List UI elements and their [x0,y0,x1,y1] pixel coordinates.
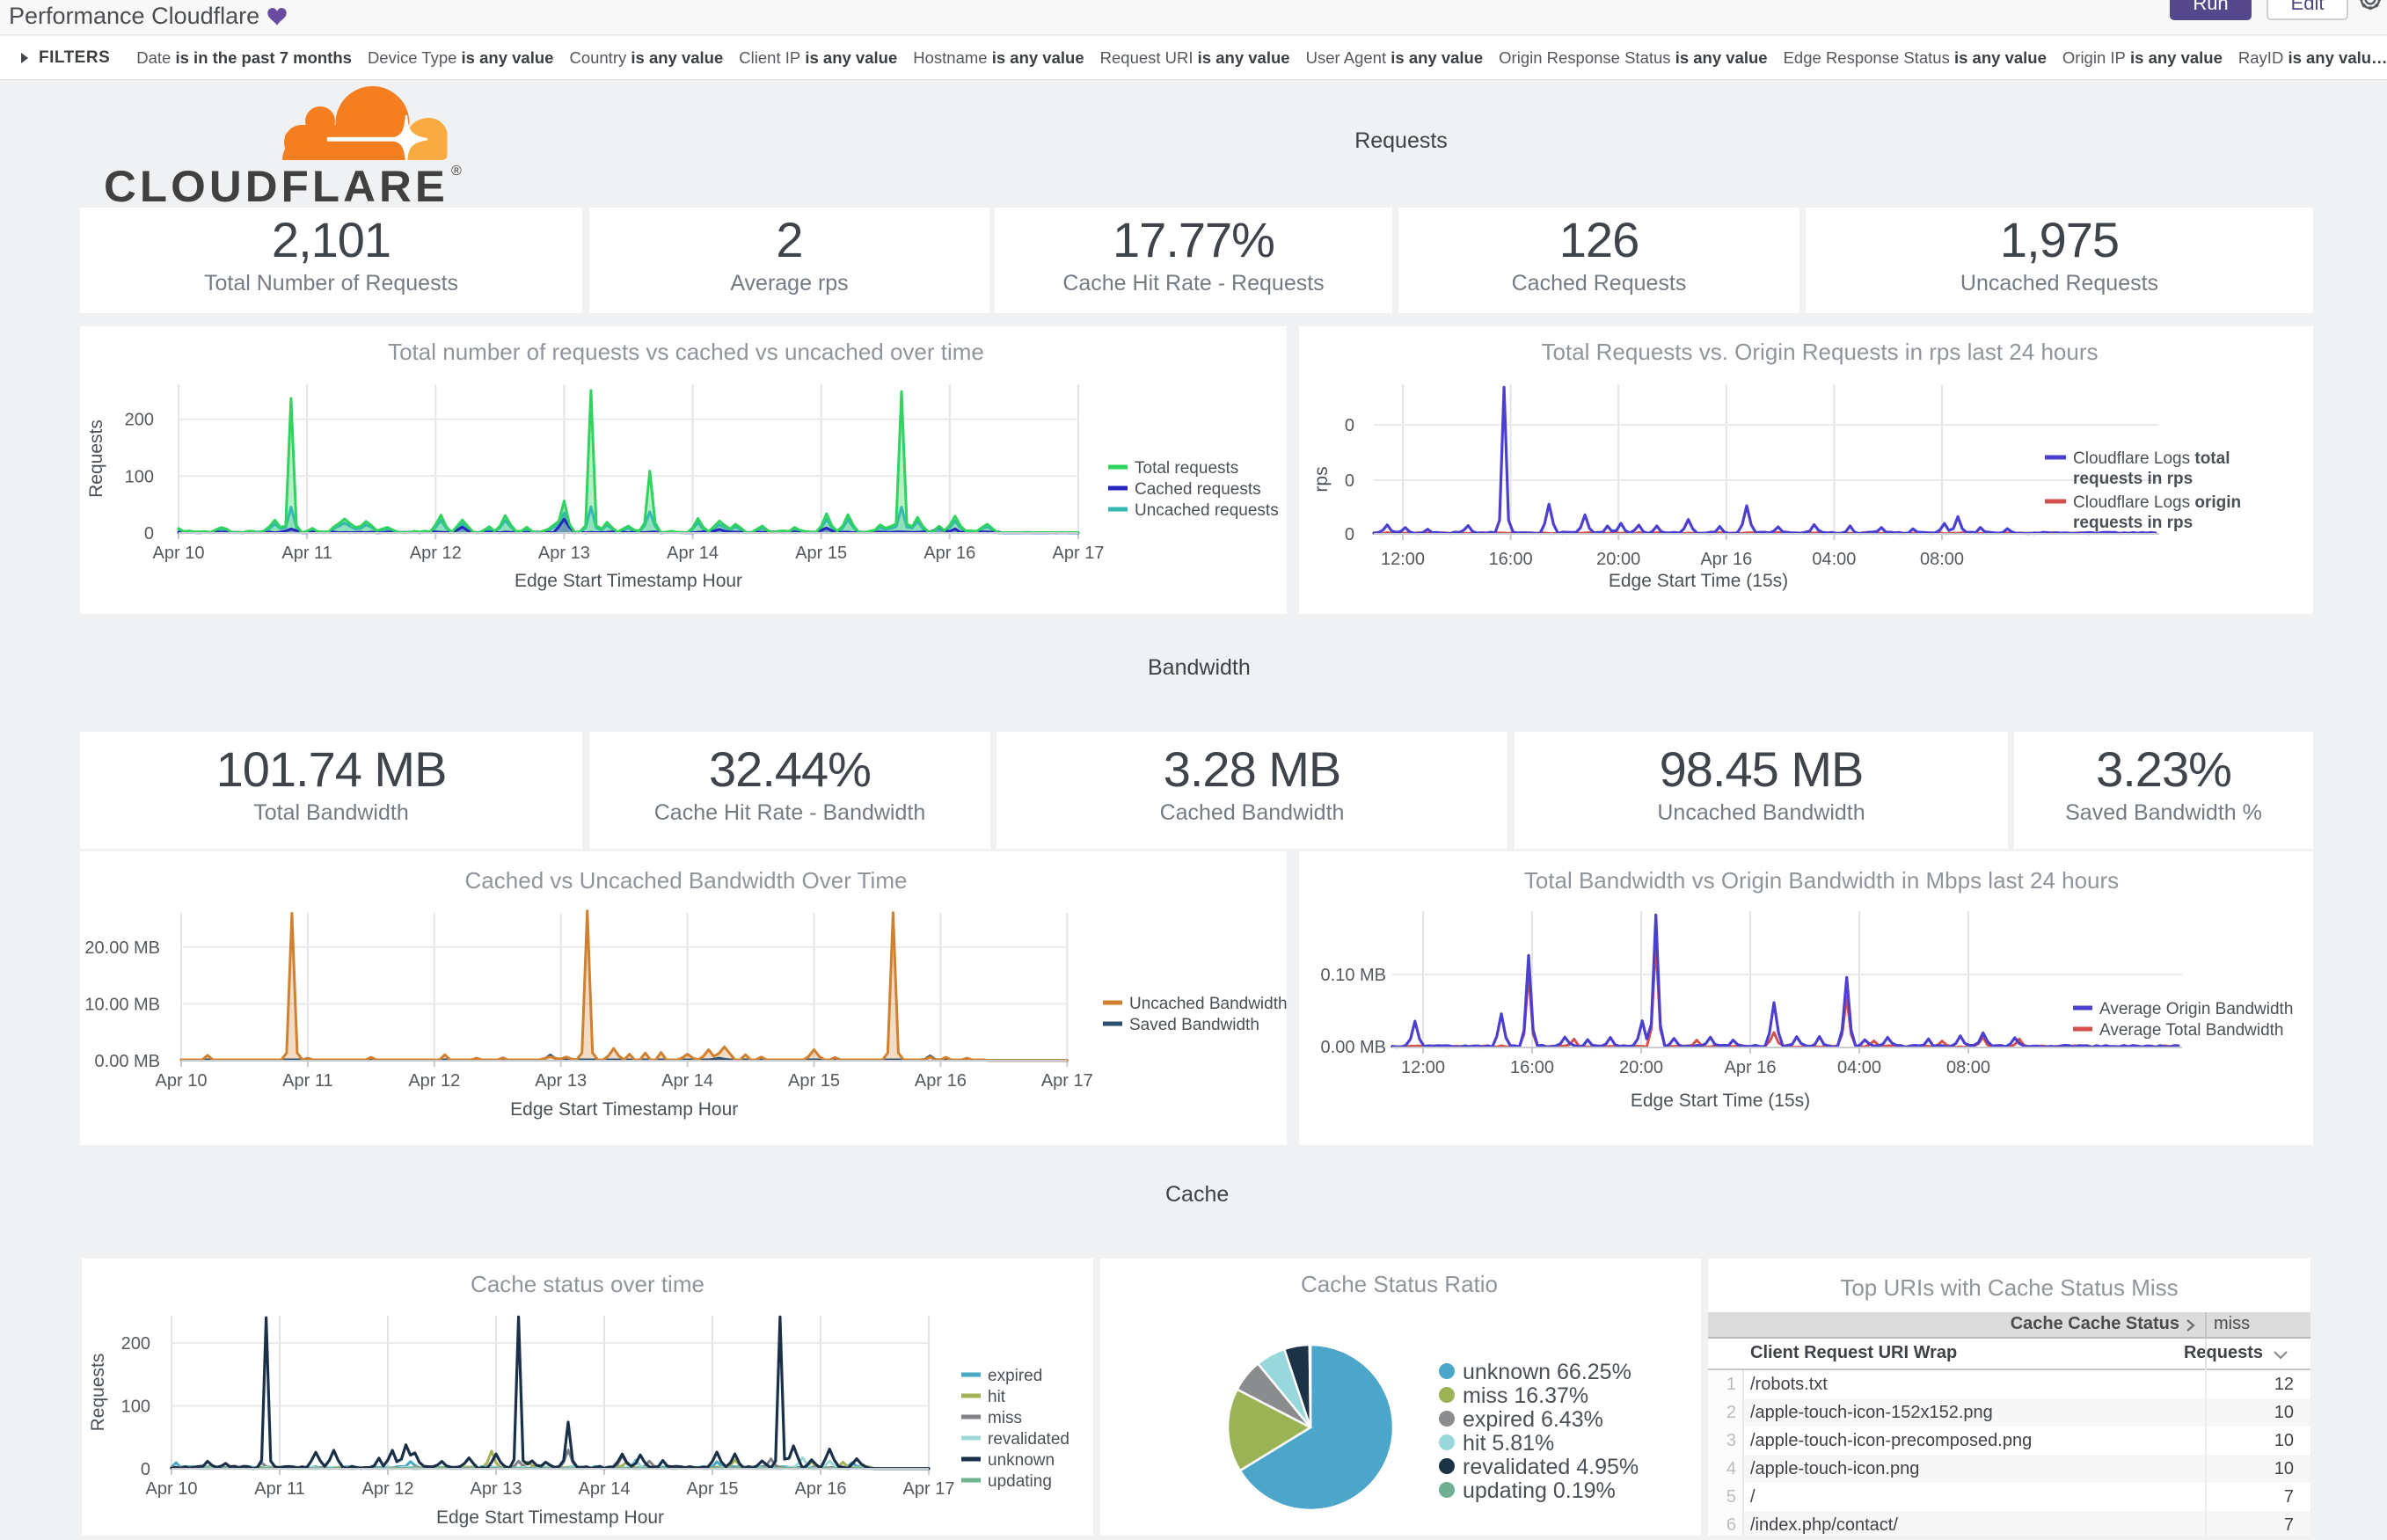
svg-text:Cached vs Uncached Bandwidth O: Cached vs Uncached Bandwidth Over Time [465,867,908,894]
svg-text:08:00: 08:00 [1946,1058,1990,1077]
svg-text:Average Origin Bandwidth: Average Origin Bandwidth [2099,1000,2293,1018]
svg-text:updating 0.19%: updating 0.19% [1463,1478,1616,1503]
svg-text:0.10 MB: 0.10 MB [1321,966,1386,985]
svg-text:expired 6.43%: expired 6.43% [1463,1407,1603,1432]
svg-text:Apr 10: Apr 10 [153,544,205,563]
svg-text:Apr 16: Apr 16 [923,544,975,563]
svg-text:Apr 15: Apr 15 [687,1479,739,1499]
svg-text:200: 200 [125,411,154,430]
svg-text:Uncached Bandwidth: Uncached Bandwidth [1129,995,1287,1013]
svg-text:16:00: 16:00 [1510,1058,1554,1077]
svg-text:Apr 13: Apr 13 [471,1479,522,1499]
svg-text:Apr 12: Apr 12 [408,1071,460,1091]
svg-text:revalidated: revalidated [988,1430,1069,1449]
svg-text:hit: hit [988,1388,1006,1406]
svg-text:Apr 12: Apr 12 [410,544,462,563]
svg-text:Average Total Bandwidth: Average Total Bandwidth [2099,1021,2284,1040]
svg-text:Apr 10: Apr 10 [146,1479,198,1499]
svg-text:12:00: 12:00 [1381,550,1425,569]
svg-text:12:00: 12:00 [1401,1058,1445,1077]
svg-text:Cloudflare Logs origin: Cloudflare Logs origin [2073,493,2241,512]
svg-text:expired: expired [988,1367,1042,1385]
svg-text:Edge Start Time (15s): Edge Start Time (15s) [1631,1091,1810,1111]
svg-text:rps: rps [1311,466,1332,492]
svg-text:unknown: unknown [988,1451,1055,1470]
svg-text:08:00: 08:00 [1920,550,1964,569]
svg-text:Cache status over time: Cache status over time [471,1271,704,1297]
svg-text:Apr 17: Apr 17 [903,1479,955,1499]
svg-text:miss 16.37%: miss 16.37% [1463,1383,1588,1408]
svg-text:Apr 11: Apr 11 [254,1479,304,1499]
svg-text:Edge Start Time (15s): Edge Start Time (15s) [1609,571,1788,591]
svg-text:Cloudflare Logs total: Cloudflare Logs total [2073,449,2230,468]
svg-text:Apr 16: Apr 16 [795,1479,847,1499]
svg-text:Requests: Requests [86,420,106,498]
svg-text:Apr 16: Apr 16 [915,1071,967,1091]
svg-text:0: 0 [141,1460,150,1479]
svg-text:Apr 17: Apr 17 [1053,544,1105,563]
svg-text:Total Bandwidth vs Origin Band: Total Bandwidth vs Origin Bandwidth in M… [1524,867,2119,894]
svg-text:20:00: 20:00 [1619,1058,1663,1077]
svg-text:Edge Start Timestamp Hour: Edge Start Timestamp Hour [515,571,742,591]
svg-text:Apr 17: Apr 17 [1041,1071,1093,1091]
svg-text:20:00: 20:00 [1596,550,1640,569]
svg-text:Apr 13: Apr 13 [538,544,590,563]
svg-text:Requests: Requests [88,1354,108,1432]
svg-text:0: 0 [1345,416,1354,435]
svg-text:Cache Status Ratio: Cache Status Ratio [1301,1271,1498,1297]
svg-text:CLOUDFLARE: CLOUDFLARE [104,162,449,204]
svg-text:Apr 10: Apr 10 [156,1071,208,1091]
svg-text:®: ® [451,164,462,179]
svg-text:10.00 MB: 10.00 MB [84,995,160,1014]
svg-text:unknown 66.25%: unknown 66.25% [1463,1360,1631,1384]
svg-text:hit 5.81%: hit 5.81% [1463,1431,1554,1456]
svg-text:0.00 MB: 0.00 MB [1321,1038,1386,1057]
svg-text:Apr 14: Apr 14 [661,1071,713,1091]
svg-text:100: 100 [125,467,154,486]
svg-text:Apr 15: Apr 15 [788,1071,840,1091]
svg-text:Apr 14: Apr 14 [579,1479,631,1499]
svg-text:0: 0 [1345,471,1354,491]
svg-text:16:00: 16:00 [1489,550,1533,569]
svg-text:Apr 15: Apr 15 [795,544,847,563]
svg-text:Apr 11: Apr 11 [281,544,332,563]
svg-text:Total Requests vs. Origin Requ: Total Requests vs. Origin Requests in rp… [1542,339,2099,365]
svg-text:0: 0 [1345,525,1354,544]
svg-text:requests in rps: requests in rps [2073,470,2193,488]
svg-text:04:00: 04:00 [1837,1058,1881,1077]
svg-text:Cached requests: Cached requests [1135,480,1261,499]
svg-text:0.00 MB: 0.00 MB [95,1052,160,1071]
svg-text:200: 200 [121,1334,150,1354]
svg-text:Apr 12: Apr 12 [362,1479,414,1499]
svg-text:Apr 14: Apr 14 [667,544,719,563]
svg-text:Total number of requests vs ca: Total number of requests vs cached vs un… [388,339,984,365]
svg-text:0: 0 [144,524,154,544]
svg-text:Edge Start Timestamp Hour: Edge Start Timestamp Hour [510,1099,738,1120]
svg-text:Uncached requests: Uncached requests [1135,501,1279,520]
svg-text:Edge Start Timestamp Hour: Edge Start Timestamp Hour [436,1507,664,1528]
svg-text:Total requests: Total requests [1135,459,1238,478]
svg-text:Apr 16: Apr 16 [1700,550,1752,569]
svg-text:requests in rps: requests in rps [2073,514,2193,532]
svg-text:100: 100 [121,1398,150,1417]
svg-text:Apr 11: Apr 11 [282,1071,332,1091]
svg-text:miss: miss [988,1409,1022,1427]
svg-text:Apr 16: Apr 16 [1725,1058,1777,1077]
svg-text:revalidated 4.95%: revalidated 4.95% [1463,1455,1639,1479]
svg-text:Apr 13: Apr 13 [535,1071,587,1091]
svg-text:04:00: 04:00 [1812,550,1856,569]
svg-text:20.00 MB: 20.00 MB [84,938,160,958]
svg-text:updating: updating [988,1472,1052,1491]
svg-text:Saved Bandwidth: Saved Bandwidth [1129,1016,1259,1034]
